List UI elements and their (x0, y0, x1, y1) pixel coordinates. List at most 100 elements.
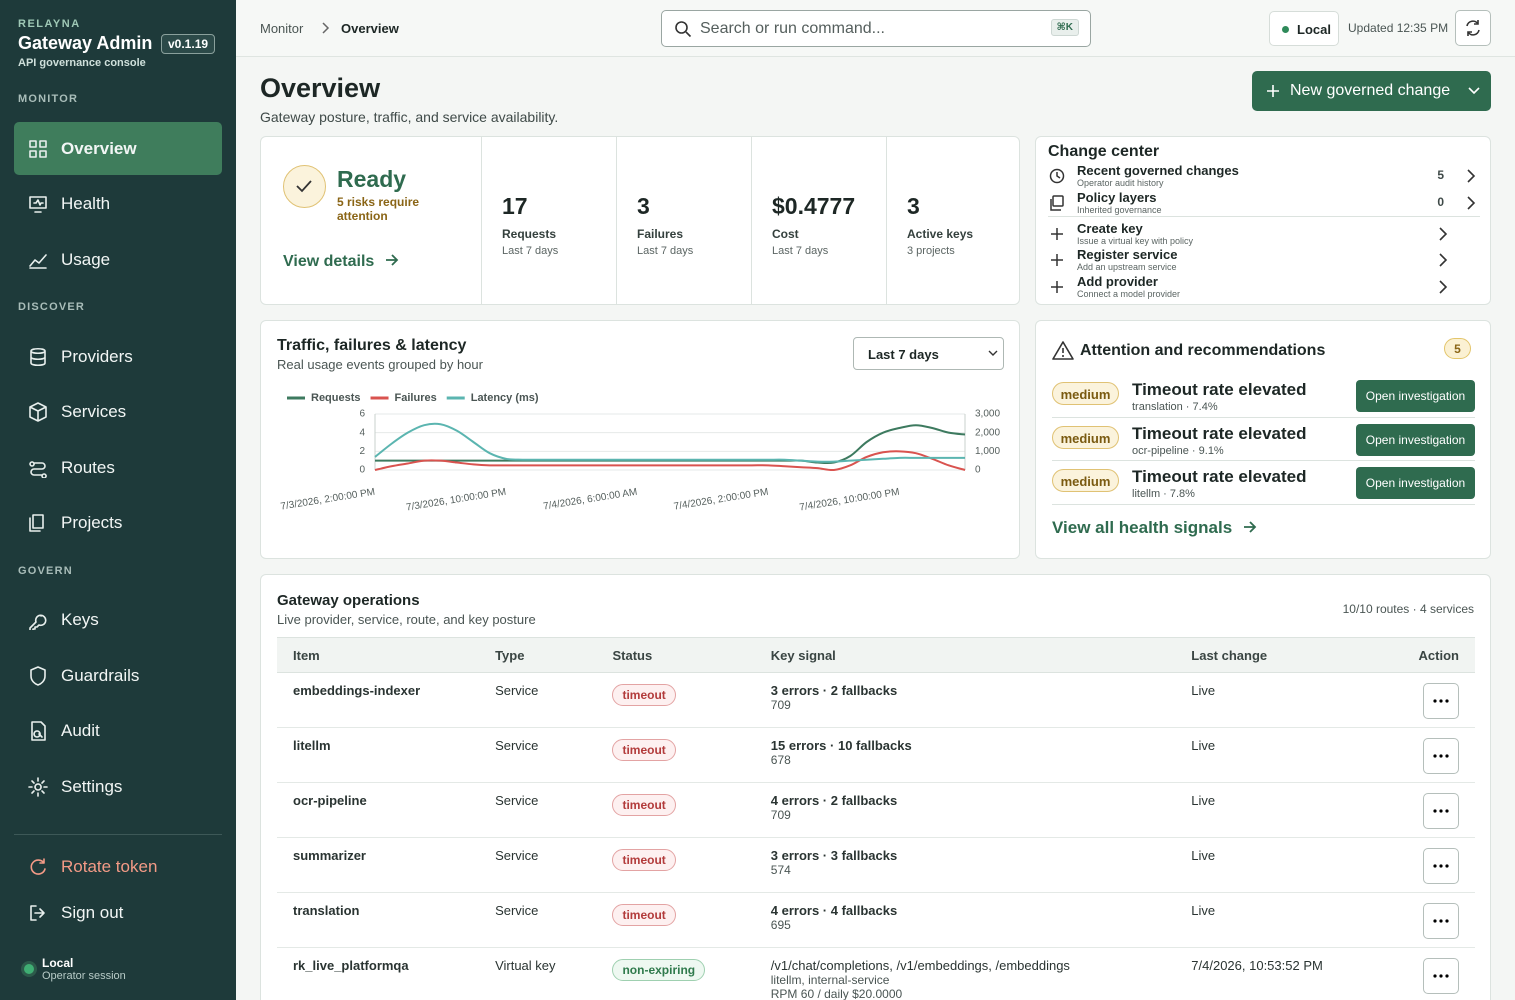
divider (14, 834, 222, 835)
change-item[interactable]: Create key Issue a virtual key with polic… (1048, 221, 1480, 247)
metric-value: $0.4777 (772, 193, 856, 219)
investigate-button[interactable]: Open investigation (1356, 380, 1475, 412)
more-button[interactable] (1423, 683, 1459, 719)
icon (30, 858, 46, 875)
caret (1468, 87, 1480, 95)
change-center: Change center Recent governed changes Ope… (1035, 136, 1491, 305)
environment[interactable]: Local (1269, 11, 1339, 46)
last-change-cell: 7/4/2026, 10:53:52 PM (1175, 947, 1383, 1000)
table-body: embeddings-indexer Service timeout 3 errors… (277, 672, 1475, 1000)
investigate-button[interactable]: Open investigation (1356, 423, 1475, 456)
nav-item[interactable]: Usage (14, 233, 222, 286)
attention-detail: translation · 7.4% (1132, 401, 1218, 413)
change-title: Recent governed changes (1077, 163, 1239, 178)
more-button[interactable] (1423, 793, 1459, 829)
nav-heading: MONITOR (18, 93, 79, 105)
icon (31, 721, 46, 741)
nav-item[interactable]: Guardrails (14, 649, 222, 702)
metric-period: Last 7 days (637, 245, 694, 257)
action-cell (1382, 782, 1475, 838)
last-change-cell: Live (1175, 672, 1383, 728)
check (296, 180, 312, 193)
change-sub: Operator audit history (1077, 178, 1164, 188)
breadcrumb[interactable]: Monitor (260, 21, 304, 36)
nav-label: Health (61, 194, 111, 213)
nav-label: Usage (61, 249, 111, 269)
account-action[interactable]: Sign out (14, 890, 222, 936)
signal-cell: 15 errors · 10 fallbacks 678 (754, 727, 1176, 783)
brand: RELAYNA (18, 18, 81, 30)
nav: MONITOR Overview Health Usage DISCOVER Provid… (14, 90, 222, 816)
nav-item[interactable]: Settings (14, 760, 222, 813)
nav-label: Services (61, 402, 127, 421)
type-cell: Virtual key (479, 947, 597, 1000)
signal-line: 695 (770, 918, 791, 932)
nav-item[interactable]: Providers (14, 330, 222, 383)
attention-detail: litellm · 7.8% (1132, 488, 1195, 501)
status-note: 5 risks require attention (337, 195, 420, 223)
more-icon (1433, 919, 1449, 923)
search[interactable]: Search or run command... ⌘K (661, 10, 1091, 47)
more-icon (1433, 699, 1449, 703)
divider (1048, 216, 1480, 217)
view-details-link[interactable]: View details (283, 253, 400, 271)
nav-item[interactable]: Keys (14, 594, 222, 647)
investigate-button[interactable]: Open investigation (1356, 467, 1475, 500)
signal-line: 3 errors · 2 fallbacks (770, 683, 898, 698)
signal-line: RPM 60 / daily $20.0000 (770, 987, 903, 1000)
change-sub: Inherited governance (1077, 205, 1162, 215)
nav-item[interactable]: Projects (14, 497, 222, 550)
change-title: Create key (1077, 221, 1143, 236)
chevron (322, 22, 330, 34)
search-placeholder: Search or run command... (700, 20, 885, 37)
more-button[interactable] (1423, 848, 1459, 884)
refresh-button[interactable] (1455, 10, 1491, 46)
more-button[interactable] (1423, 903, 1459, 939)
x-tick-label: 7/4/2026, 10:00:00 PM (799, 487, 901, 514)
more-button[interactable] (1423, 738, 1459, 774)
chevron (1439, 253, 1448, 267)
nav-item[interactable]: Services (14, 386, 222, 439)
metric-value: 3 (637, 193, 650, 219)
chart: 0 2 4 6 0 1,000 2,000 3,000 7/3/2026, 2:00:00 PM… (280, 392, 1001, 514)
legend-label: Failures (395, 392, 437, 404)
change-item[interactable]: Add provider Connect a model provider (1048, 274, 1480, 300)
button-label: New governed change (1290, 82, 1451, 99)
type-cell: Service (479, 672, 597, 728)
range-select[interactable]: Last 7 days (853, 337, 1004, 370)
icon (28, 776, 48, 797)
nav-item[interactable]: Routes (14, 441, 222, 494)
more-button[interactable] (1423, 958, 1459, 994)
y2-tick-label: 3,000 (975, 409, 1000, 420)
change-item[interactable]: Recent governed changes Operator audit hi… (1048, 163, 1480, 189)
card-title: Gateway operations (277, 592, 420, 609)
warning-icon (1052, 341, 1074, 360)
metric-label: Requests (502, 227, 557, 241)
table-row: ocr-pipeline Service timeout 4 errors · 2 f… (277, 782, 1475, 838)
y-tick-label: 2 (359, 446, 365, 457)
status-pill: timeout (612, 794, 676, 816)
nav-label: Overview (61, 138, 137, 158)
nav-item[interactable]: Health (14, 178, 222, 231)
breadcrumb-current: Overview (341, 21, 399, 36)
x-tick-label: 7/3/2026, 2:00:00 PM (280, 487, 376, 513)
more-icon (1433, 809, 1449, 813)
change-item[interactable]: Register service Add an upstream service (1048, 247, 1480, 273)
card-subtitle: Real usage events grouped by hour (277, 357, 483, 372)
icon (30, 905, 45, 921)
x-tick-label: 7/4/2026, 6:00:00 AM (542, 487, 638, 513)
nav-item[interactable]: Audit (14, 705, 222, 758)
signal-line: litellm, internal-service (770, 973, 890, 987)
new-change-button[interactable]: New governed change (1252, 71, 1491, 111)
signal-line: /v1/chat/completions, /v1/embeddings, /e… (770, 958, 1070, 973)
change-item[interactable]: Policy layers Inherited governance 0 (1048, 190, 1480, 216)
layers-icon (1050, 195, 1064, 211)
series-line (374, 422, 965, 463)
status-pill: timeout (612, 904, 676, 926)
nav-label: Settings (61, 776, 123, 796)
health-signals-link[interactable]: View all health signals (1052, 518, 1258, 538)
nav-item[interactable]: Overview (14, 122, 222, 175)
nav-label: Projects (61, 513, 123, 532)
attention-item: medium Timeout rate elevated ocr-pipeline … (1052, 418, 1475, 462)
account-action[interactable]: Rotate token (14, 844, 222, 890)
